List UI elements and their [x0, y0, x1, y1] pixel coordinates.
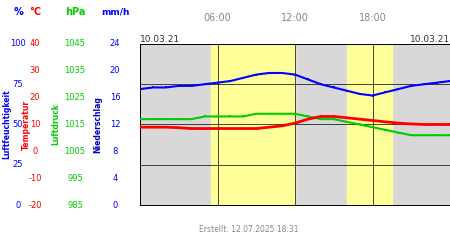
Text: 1005: 1005 [64, 147, 86, 156]
Text: 0: 0 [15, 200, 21, 209]
Text: Temperatur: Temperatur [22, 100, 31, 150]
Text: Luftdruck: Luftdruck [51, 104, 60, 146]
Text: Erstellt: 12.07.2025 18:31: Erstellt: 12.07.2025 18:31 [199, 225, 298, 234]
Text: °C: °C [29, 7, 41, 17]
Text: 25: 25 [13, 160, 23, 169]
Text: 1045: 1045 [64, 40, 86, 48]
Text: 16: 16 [110, 93, 120, 102]
Text: 18:00: 18:00 [359, 13, 387, 23]
Text: 0: 0 [112, 200, 117, 209]
Text: %: % [13, 7, 23, 17]
Text: 10.03.21: 10.03.21 [140, 35, 180, 44]
Text: 4: 4 [112, 174, 117, 183]
Text: 20: 20 [30, 93, 40, 102]
Text: 50: 50 [13, 120, 23, 129]
Text: 1025: 1025 [64, 93, 86, 102]
Text: 985: 985 [67, 200, 83, 209]
Text: 12: 12 [110, 120, 120, 129]
Text: 40: 40 [30, 40, 40, 48]
Text: 20: 20 [110, 66, 120, 75]
Text: 75: 75 [13, 80, 23, 89]
Text: 0: 0 [32, 147, 38, 156]
Text: 30: 30 [30, 66, 40, 75]
Text: 1015: 1015 [64, 120, 86, 129]
Text: Niederschlag: Niederschlag [94, 96, 103, 153]
Text: 100: 100 [10, 40, 26, 48]
Text: -10: -10 [28, 174, 42, 183]
Text: 12:00: 12:00 [281, 13, 309, 23]
Text: -20: -20 [28, 200, 42, 209]
Text: 06:00: 06:00 [203, 13, 231, 23]
Text: 10.03.21: 10.03.21 [410, 35, 450, 44]
Bar [346, 44, 392, 205]
Text: 1035: 1035 [64, 66, 86, 75]
Text: hPa: hPa [65, 7, 85, 17]
Text: mm/h: mm/h [101, 8, 129, 16]
Text: 995: 995 [67, 174, 83, 183]
Bar [211, 44, 295, 205]
Text: 10: 10 [30, 120, 40, 129]
Text: 24: 24 [110, 40, 120, 48]
Text: Luftfeuchtigkeit: Luftfeuchtigkeit [3, 90, 12, 160]
Text: 8: 8 [112, 147, 118, 156]
